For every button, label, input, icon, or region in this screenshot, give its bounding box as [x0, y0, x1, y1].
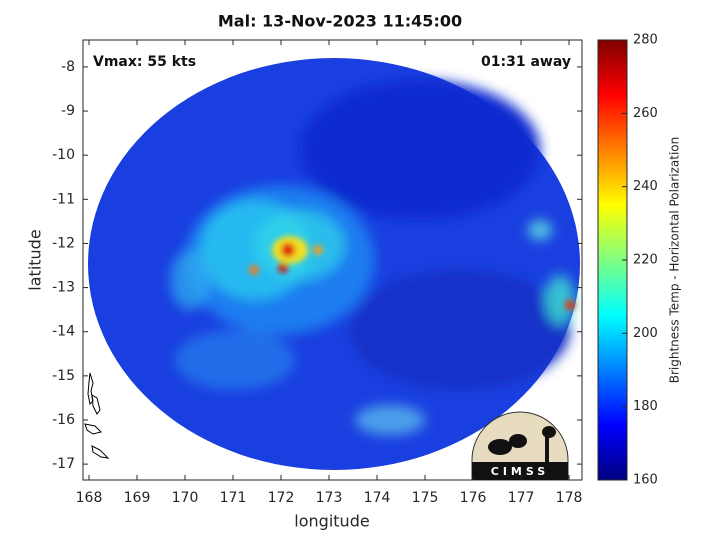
x-tick-label: 172	[268, 490, 295, 506]
y-tick-label: -8	[61, 59, 75, 75]
annotation: Vmax: 55 kts	[93, 54, 196, 70]
x-tick-label: 175	[412, 490, 439, 506]
colorbar-tick-label: 200	[633, 326, 658, 341]
y-tick-label: -17	[52, 456, 75, 472]
colorbar-tick-label: 280	[633, 33, 658, 48]
colorbar-tick-label: 160	[633, 473, 658, 488]
x-tick-label: 176	[460, 490, 487, 506]
y-tick-label: -15	[52, 368, 75, 384]
y-tick-label: -12	[52, 235, 75, 251]
x-axis-label: longitude	[294, 512, 369, 531]
x-tick-label: 177	[508, 490, 535, 506]
x-tick-label: 171	[220, 490, 247, 506]
y-axis-label: latitude	[26, 229, 45, 290]
colorbar-label: Brightness Temp - Horizontal Polarizatio…	[668, 137, 682, 384]
coastline	[84, 372, 110, 459]
colorbar-tick-label: 260	[633, 106, 658, 121]
logo: CIMSS	[471, 411, 569, 481]
y-tick-label: -13	[52, 280, 75, 296]
y-tick-label: -10	[52, 147, 75, 163]
x-tick-label: 178	[556, 490, 583, 506]
x-tick-label: 173	[316, 490, 343, 506]
x-tick-label: 174	[364, 490, 391, 506]
x-tick-label: 170	[172, 490, 199, 506]
colorbar-tick-label: 240	[633, 179, 658, 194]
y-tick-label: -16	[52, 412, 75, 428]
annotation: 01:31 away	[481, 54, 571, 70]
y-tick-label: -11	[52, 191, 75, 207]
swath	[88, 58, 580, 470]
logo-text: CIMSS	[491, 465, 549, 478]
y-tick-label: -14	[52, 324, 75, 340]
colorbar-tick-label: 180	[633, 399, 658, 414]
chart-title: Mal: 13-Nov-2023 11:45:00	[218, 12, 462, 31]
colorbar-tick-label: 220	[633, 253, 658, 268]
x-tick-label: 168	[76, 490, 103, 506]
x-tick-label: 169	[124, 490, 151, 506]
y-tick-label: -9	[61, 103, 75, 119]
